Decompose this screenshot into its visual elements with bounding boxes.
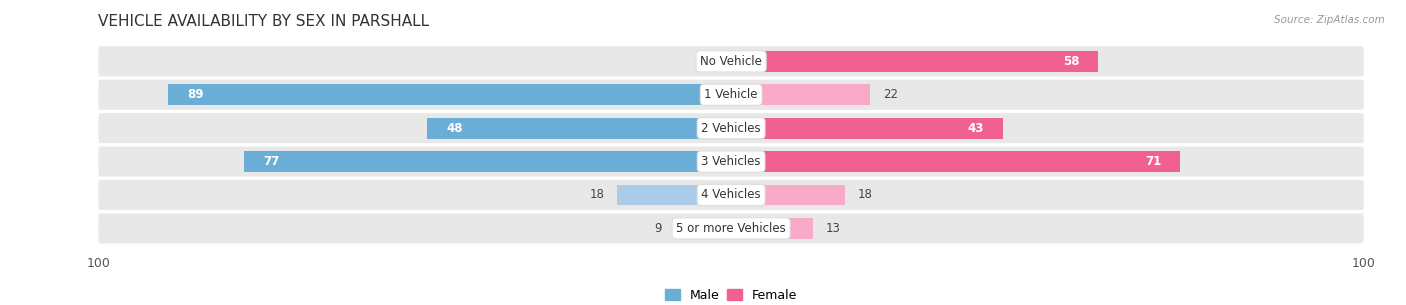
Bar (731, 118, 1002, 138)
Bar (731, 51, 1098, 72)
FancyBboxPatch shape (98, 146, 1364, 177)
Text: 1: 1 (704, 55, 711, 68)
Text: 5 or more Vehicles: 5 or more Vehicles (676, 222, 786, 235)
Bar (725, 51, 731, 72)
Bar (731, 218, 813, 239)
FancyBboxPatch shape (98, 214, 1364, 243)
Text: 2 Vehicles: 2 Vehicles (702, 122, 761, 135)
FancyBboxPatch shape (98, 180, 1364, 210)
Bar (167, 84, 731, 105)
FancyBboxPatch shape (98, 80, 1364, 110)
Text: 3 Vehicles: 3 Vehicles (702, 155, 761, 168)
Bar (731, 151, 1180, 172)
Text: 71: 71 (1144, 155, 1161, 168)
Bar (245, 151, 731, 172)
Text: 22: 22 (883, 88, 898, 101)
Bar (731, 84, 870, 105)
Bar (731, 185, 845, 205)
Bar (427, 118, 731, 138)
Text: 43: 43 (967, 122, 984, 135)
Text: 89: 89 (187, 88, 204, 101)
Bar (675, 218, 731, 239)
Bar (617, 185, 731, 205)
Text: 77: 77 (263, 155, 280, 168)
Text: 1 Vehicle: 1 Vehicle (704, 88, 758, 101)
Text: 9: 9 (654, 222, 661, 235)
Text: No Vehicle: No Vehicle (700, 55, 762, 68)
Text: 13: 13 (825, 222, 841, 235)
Text: 18: 18 (589, 188, 605, 202)
Text: VEHICLE AVAILABILITY BY SEX IN PARSHALL: VEHICLE AVAILABILITY BY SEX IN PARSHALL (98, 14, 430, 29)
Text: 18: 18 (858, 188, 873, 202)
Legend: Male, Female: Male, Female (659, 284, 803, 305)
Text: 48: 48 (446, 122, 463, 135)
Text: 4 Vehicles: 4 Vehicles (702, 188, 761, 202)
FancyBboxPatch shape (98, 113, 1364, 143)
FancyBboxPatch shape (98, 46, 1364, 76)
Text: Source: ZipAtlas.com: Source: ZipAtlas.com (1274, 15, 1385, 25)
Text: 58: 58 (1063, 55, 1078, 68)
